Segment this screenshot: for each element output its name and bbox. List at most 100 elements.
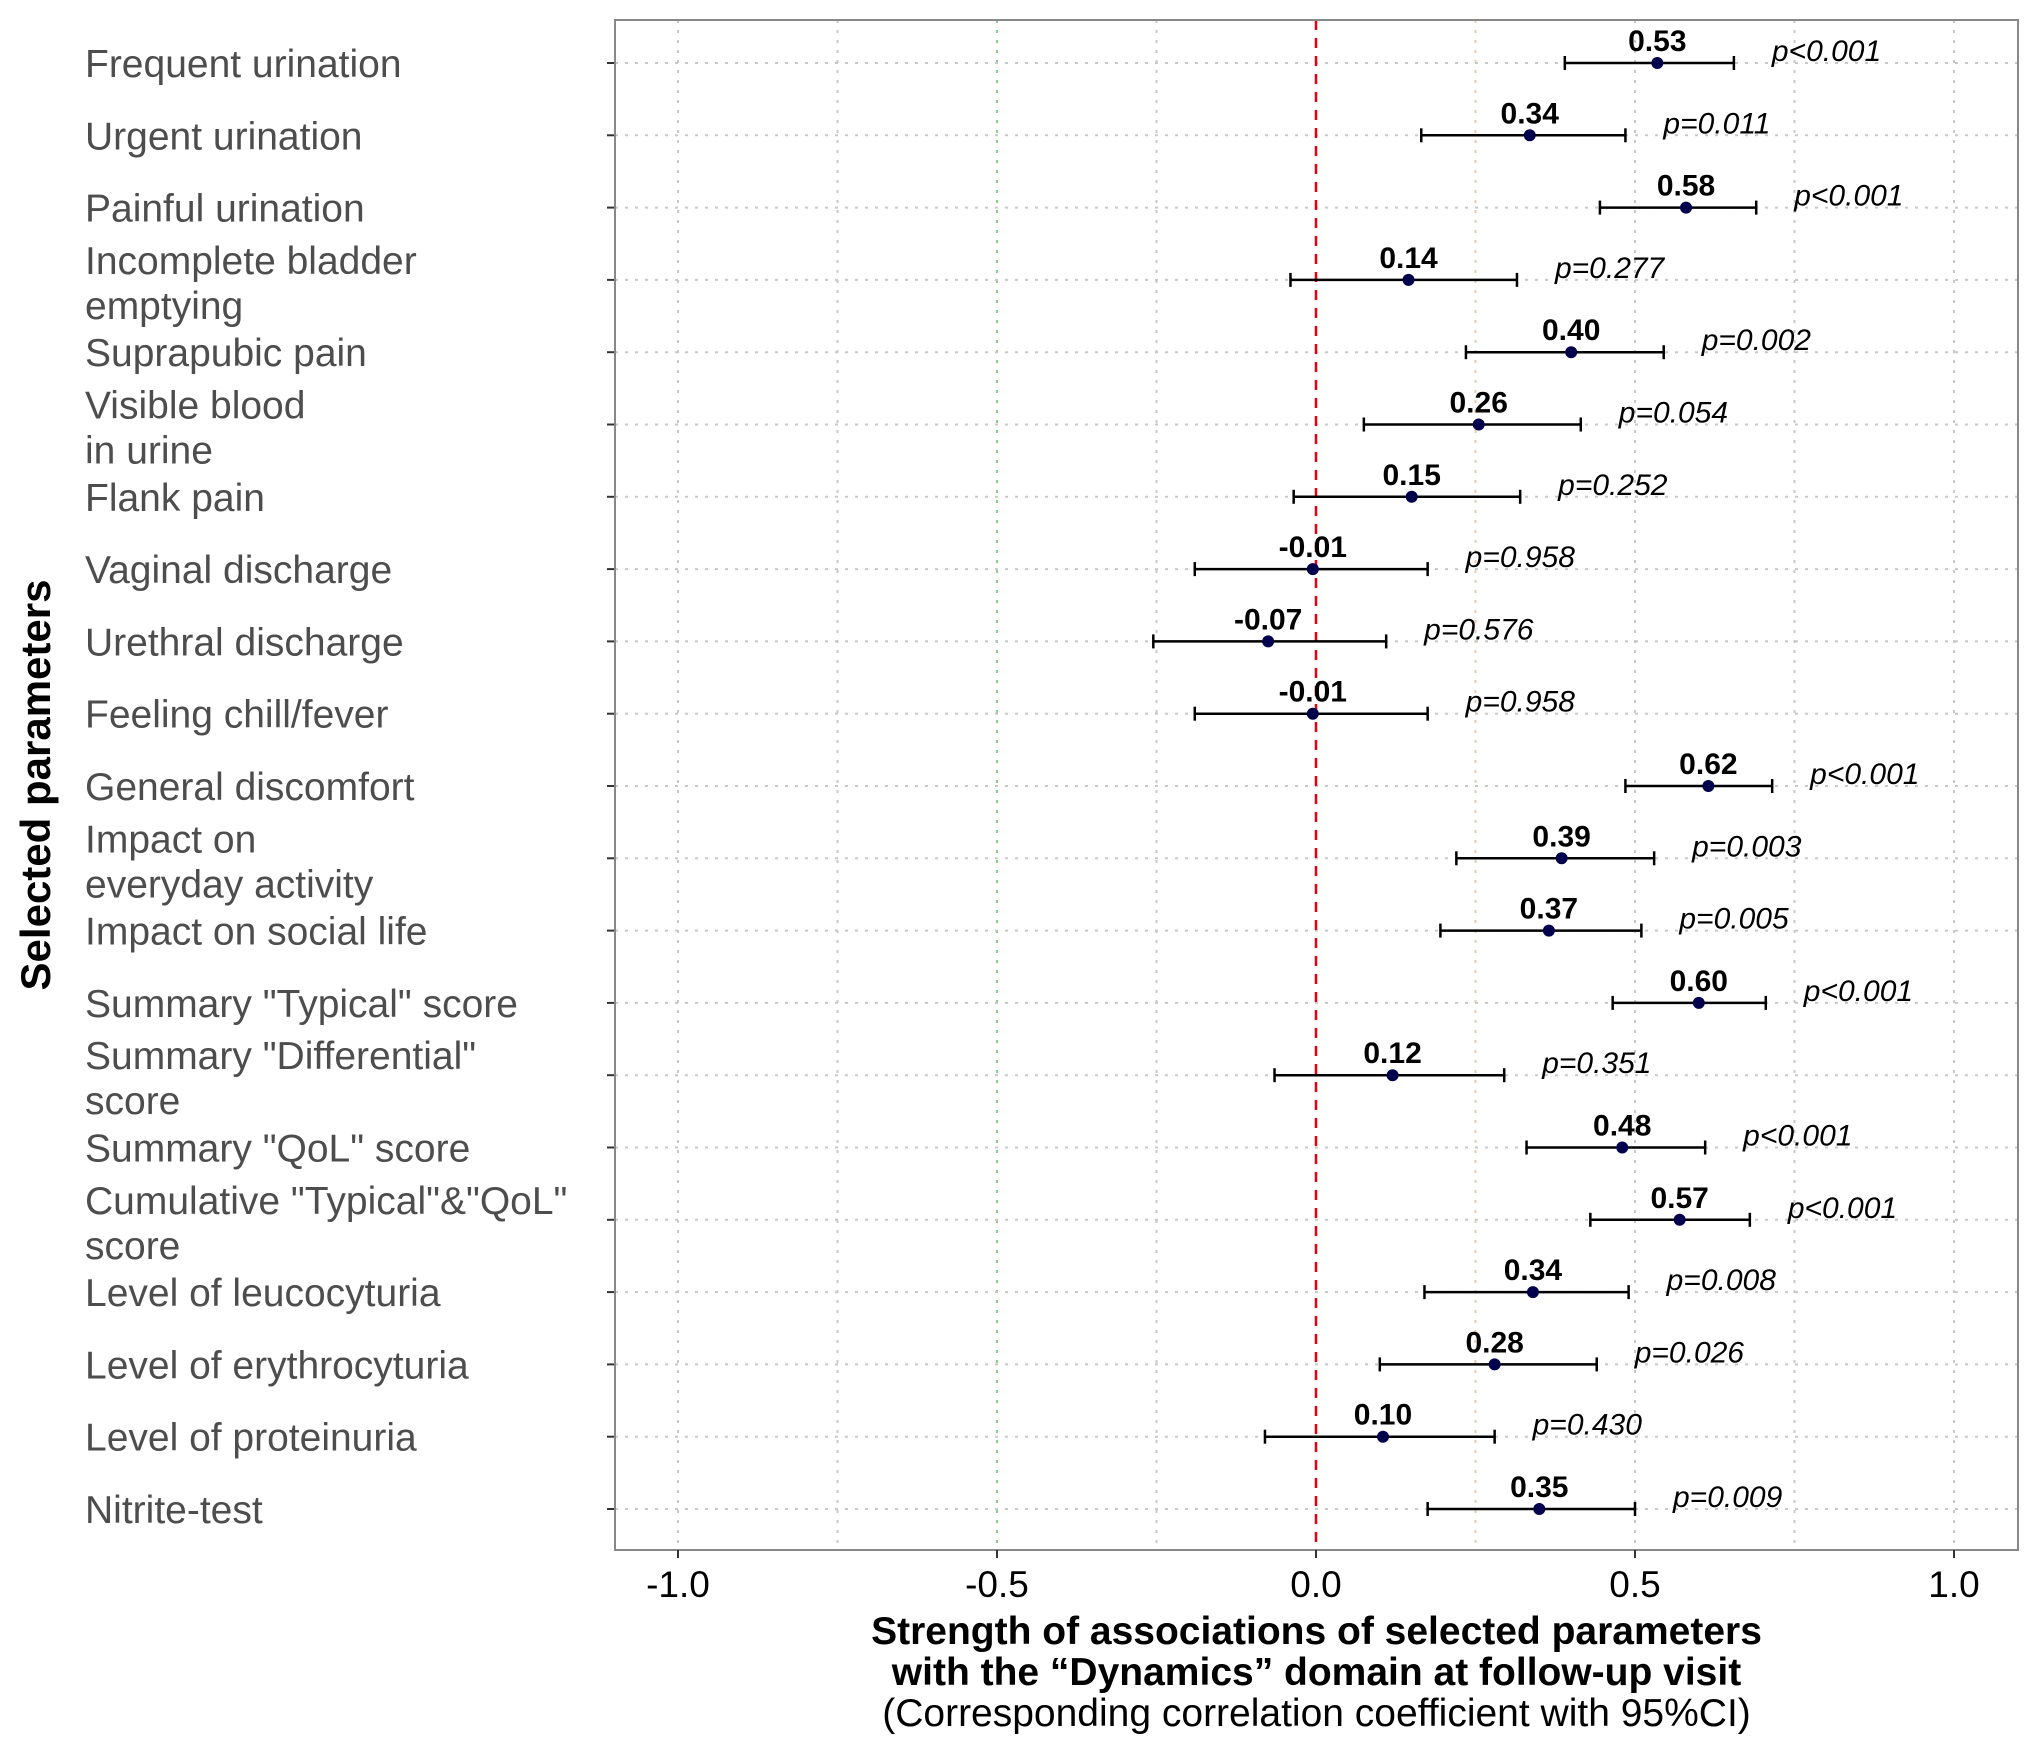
p-value-label: p<0.001 (1793, 180, 1903, 213)
x-axis-title-line2: with the “Dynamics” domain at follow-up … (891, 1651, 1741, 1694)
row-label: Vaginal discharge (85, 549, 392, 592)
x-axis-title-line1: Strength of associations of selected par… (871, 1610, 1762, 1653)
estimate-point (1673, 1213, 1686, 1226)
row-mark-group: 0.10 p=0.430 (1263, 1399, 1643, 1444)
row-label: Level of leucocyturia (85, 1272, 441, 1315)
estimate-point (1702, 780, 1715, 792)
row-mark-group: 0.28 p=0.026 (1378, 1326, 1744, 1372)
row-labels: Frequent urination Urgent urination Painfu… (85, 43, 567, 1532)
x-tick-label: 1.0 (1928, 1564, 1979, 1605)
estimate-point (1692, 996, 1705, 1009)
marks-layer: 0.53 p<0.001 0.34 p=0.011 0.58 p<0.001 0.14 p=0… (607, 25, 1919, 1516)
row-label-line1: Summary "Differential" (85, 1035, 476, 1078)
row-mark-group: 0.14 p=0.277 (1289, 242, 1666, 287)
p-value-label: p<0.001 (1809, 758, 1919, 791)
row-mark-group: 0.34 p=0.008 (1423, 1254, 1777, 1300)
row-label-line1: Cumulative "Typical"&"QoL" (85, 1180, 567, 1223)
value-label: 0.62 (1679, 748, 1737, 781)
estimate-point (1405, 490, 1418, 503)
row-label: Summary "Typical" score (85, 983, 518, 1026)
p-value-label: p=0.011 (1662, 107, 1770, 140)
row-mark-group: 0.34 p=0.011 (1420, 97, 1770, 143)
row-mark-group: 0.62 p<0.001 (1624, 748, 1919, 793)
row-label-line2: score (85, 1225, 180, 1268)
row-mark-group: 0.60 p<0.001 (1611, 965, 1913, 1010)
estimate-point (1472, 418, 1485, 431)
value-label: 0.35 (1510, 1471, 1568, 1504)
p-value-label: p<0.001 (1742, 1120, 1852, 1153)
p-value-label: p<0.001 (1771, 35, 1881, 68)
row-label: Nitrite-test (85, 1489, 263, 1532)
p-value-label: p=0.054 (1618, 397, 1728, 430)
row-label: General discomfort (85, 766, 415, 809)
row-mark-group: 0.12 p=0.351 (1273, 1037, 1651, 1083)
value-label: 0.40 (1542, 314, 1600, 347)
row-label: Level of proteinuria (85, 1417, 417, 1460)
row-mark-group: 0.26 p=0.054 (1362, 387, 1728, 432)
value-label: 0.12 (1363, 1037, 1421, 1070)
estimate-point (1680, 201, 1693, 214)
row-label-line2: score (85, 1080, 180, 1123)
value-label: 0.14 (1379, 242, 1438, 275)
row-label-line1: Visible blood (85, 385, 305, 428)
x-tick-label: 0.5 (1609, 1564, 1660, 1605)
row-mark-group: -0.01 p=0.958 (1193, 531, 1575, 577)
estimate-point (1386, 1069, 1399, 1082)
value-label: 0.48 (1593, 1110, 1651, 1143)
p-value-label: p=0.003 (1691, 830, 1802, 863)
value-label: -0.01 (1279, 531, 1347, 564)
p-value-label: p=0.576 (1423, 613, 1534, 646)
x-tick-label: -1.0 (646, 1564, 710, 1605)
row-label: Suprapubic pain (85, 332, 367, 375)
p-value-label: p=0.277 (1554, 252, 1666, 285)
row-label: Urethral discharge (85, 621, 404, 664)
p-value-label: p=0.008 (1666, 1264, 1777, 1297)
p-value-label: p<0.001 (1787, 1192, 1897, 1225)
row-mark-group: 0.40 p=0.002 (1464, 314, 1812, 360)
row-label: Urgent urination (85, 115, 363, 158)
value-label: 0.58 (1657, 170, 1715, 203)
value-label: 0.37 (1520, 893, 1578, 926)
x-axis: -1.0 -0.5 0.0 0.5 1.0 (646, 1550, 1980, 1605)
value-label: 0.34 (1501, 97, 1560, 130)
row-label-line1: Incomplete bladder (85, 240, 417, 283)
x-tick-label: 0.0 (1290, 1564, 1341, 1605)
estimate-point (1555, 852, 1568, 865)
row-mark-group: -0.07 p=0.576 (1152, 603, 1534, 649)
estimate-point (1376, 1430, 1389, 1443)
row-label: Impact on social life (85, 911, 428, 954)
p-value-label: p=0.005 (1678, 903, 1789, 936)
estimate-point (1306, 563, 1319, 576)
row-label-line2: in urine (85, 430, 213, 473)
value-label: 0.39 (1532, 820, 1590, 853)
row-mark-group: 0.53 p<0.001 (1563, 25, 1881, 70)
value-label: 0.34 (1504, 1254, 1563, 1287)
row-mark-group: 0.48 p<0.001 (1525, 1110, 1852, 1155)
value-label: -0.01 (1279, 676, 1347, 709)
row-mark-group: 0.57 p<0.001 (1589, 1182, 1897, 1227)
estimate-point (1306, 707, 1319, 720)
row-mark-group: -0.01 p=0.958 (1193, 676, 1575, 721)
value-label: 0.26 (1449, 387, 1507, 420)
row-label: Feeling chill/fever (85, 694, 388, 737)
row-label: Frequent urination (85, 43, 402, 86)
value-label: 0.28 (1465, 1326, 1523, 1359)
p-value-label: p<0.001 (1803, 975, 1913, 1008)
x-axis-title-line3: (Corresponding correlation coefficient w… (882, 1692, 1751, 1735)
y-axis-title: Selected parameters (12, 580, 59, 991)
estimate-point (1533, 1503, 1546, 1515)
p-value-label: p=0.002 (1701, 324, 1812, 357)
row-mark-group: 0.39 p=0.003 (1455, 820, 1802, 866)
row-label: Flank pain (85, 477, 265, 520)
row-label-line1: Impact on (85, 818, 256, 861)
estimate-point (1523, 129, 1536, 142)
row-mark-group: 0.35 p=0.009 (1426, 1471, 1783, 1516)
row-mark-group: 0.15 p=0.252 (1292, 459, 1668, 504)
estimate-point (1402, 273, 1415, 286)
row-label: Summary "QoL" score (85, 1128, 470, 1171)
p-value-label: p=0.430 (1532, 1409, 1643, 1442)
p-value-label: p=0.351 (1541, 1047, 1651, 1080)
